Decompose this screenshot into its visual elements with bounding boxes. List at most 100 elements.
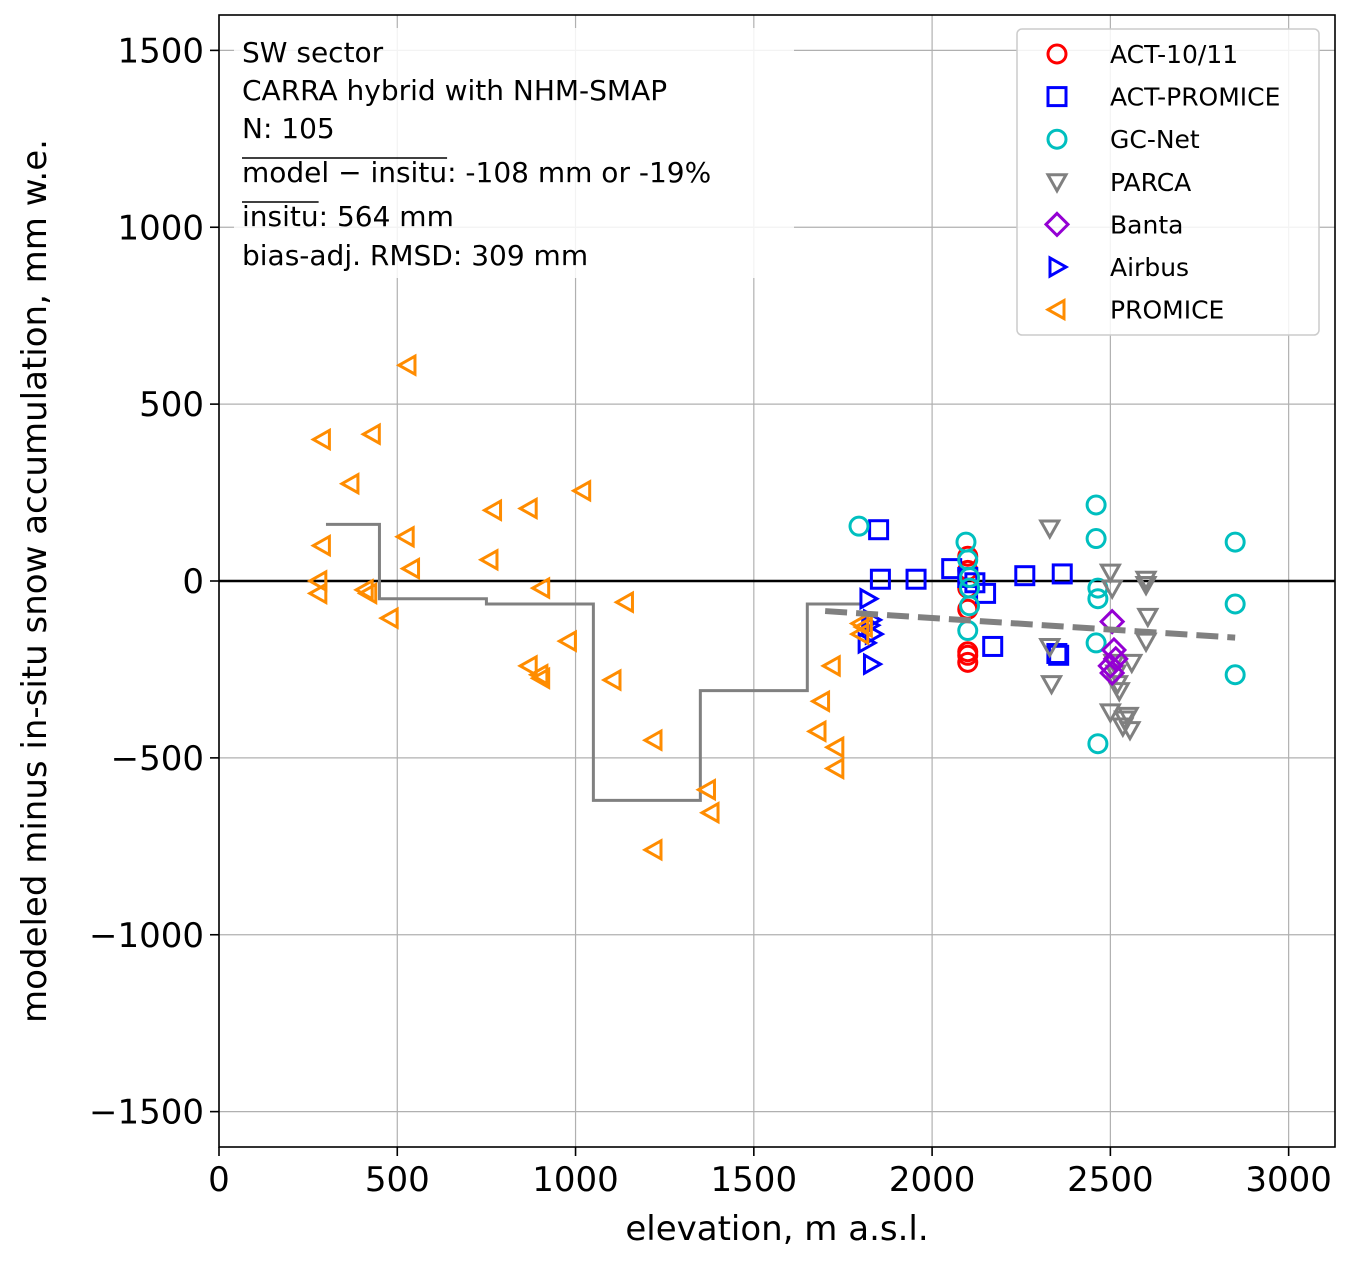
stats-n: N: 105 — [242, 112, 335, 145]
trend-line-dashed — [824, 608, 1236, 641]
data-point-gc-net — [1224, 593, 1246, 615]
data-point-gc-net — [1085, 494, 1107, 516]
x-tick-label: 3000 — [1245, 1160, 1332, 1200]
legend-marker-act-10-11 — [1046, 43, 1068, 65]
series-gc-net — [848, 494, 1246, 755]
data-point-promice — [809, 689, 831, 713]
data-point-promice — [695, 778, 716, 802]
data-point-parca — [1039, 675, 1064, 696]
series-promice — [306, 353, 873, 862]
data-point-promice — [378, 606, 399, 630]
data-point-promice — [852, 615, 873, 639]
data-point-act-promice — [1014, 565, 1036, 587]
data-point-gc-net — [1085, 528, 1107, 550]
data-point-promice — [394, 525, 415, 549]
y-tick-label: 1500 — [117, 31, 204, 71]
data-point-promice — [823, 756, 845, 781]
y-tick-label: 500 — [139, 385, 204, 425]
y-tick-label: −500 — [111, 739, 204, 779]
legend-marker-airbus — [1048, 255, 1070, 279]
data-point-promice — [481, 498, 503, 522]
data-point-promice — [310, 427, 331, 452]
y-tick-label: 0 — [182, 562, 204, 602]
data-point-banta — [1097, 652, 1124, 680]
x-tick-label: 500 — [365, 1160, 430, 1200]
data-point-promice — [529, 576, 551, 600]
legend-label-banta: Banta — [1110, 210, 1183, 239]
data-point-parca — [1100, 579, 1124, 601]
data-point-act-promice — [982, 635, 1004, 657]
binned-mean-line — [325, 522, 861, 802]
data-point-gc-net — [1224, 531, 1246, 553]
stats-mean-diff-label: model − insitu — [242, 156, 447, 189]
legend-label-act-promice: ACT-PROMICE — [1110, 83, 1280, 112]
data-point-act-promice — [869, 568, 891, 590]
binned-mean-step — [325, 522, 861, 802]
legend-box — [1016, 28, 1320, 336]
data-point-gc-net — [1087, 733, 1109, 755]
data-point-gc-net — [1085, 632, 1107, 654]
x-tick-label: 2000 — [889, 1160, 976, 1200]
data-point-banta — [1099, 659, 1126, 687]
stats-mean-insitu: insitu: 564 mm — [242, 200, 454, 233]
data-point-parca — [1116, 706, 1140, 728]
x-tick-label: 0 — [208, 1160, 230, 1200]
data-point-promice — [306, 581, 328, 605]
data-point-act-promice — [868, 519, 890, 541]
legend-marker-banta — [1043, 211, 1071, 238]
data-point-promice — [517, 496, 538, 521]
trend-line — [824, 608, 1236, 641]
legend-label-airbus: Airbus — [1110, 253, 1189, 282]
data-point-act-10-11 — [957, 651, 979, 673]
series-banta — [1097, 608, 1129, 687]
stats-mean-diff: model − insitu: -108 mm or -19% — [242, 156, 711, 189]
data-point-parca — [1107, 682, 1131, 703]
data-point-act-promice — [1051, 563, 1073, 585]
data-point-promice — [360, 422, 381, 446]
data-point-promice — [641, 838, 663, 862]
data-point-promice — [641, 728, 663, 752]
data-point-promice — [517, 654, 538, 678]
data-point-parca — [1111, 717, 1135, 739]
x-tick-label: 2500 — [1067, 1160, 1154, 1200]
y-tick-label: −1500 — [89, 1093, 204, 1133]
data-point-parca — [1098, 563, 1122, 585]
axis-ticks: 0 500 1000 1500 2000 2500 3000 −1500 −1000 −500 0 5… — [89, 31, 1332, 1200]
data-point-promice — [698, 801, 720, 825]
legend-marker-promice — [1044, 298, 1066, 322]
data-point-promice — [310, 534, 331, 558]
stats-model: CARRA hybrid with NHM-SMAP — [242, 74, 667, 107]
data-point-promice — [395, 353, 417, 377]
legend: ACT-10/11 ACT-PROMICE GC-Net PARCA Banta Airb… — [1016, 28, 1320, 336]
legend-label-act-10-11: ACT-10/11 — [1110, 40, 1238, 69]
stats-mean-insitu-label: insitu — [242, 200, 319, 233]
stats-overbars — [242, 157, 448, 203]
stats-sector: SW sector — [242, 36, 384, 69]
data-point-promice — [823, 735, 845, 759]
data-point-act-promice — [905, 568, 927, 590]
y-axis-title: modeled minus in-situ snow accumulation,… — [15, 139, 55, 1023]
data-point-banta — [1099, 608, 1126, 635]
x-tick-label: 1000 — [532, 1160, 619, 1200]
data-point-act-10-11 — [957, 644, 979, 666]
data-points — [306, 353, 1246, 862]
data-point-parca — [1038, 637, 1062, 659]
stats-rmsd: bias-adj. RMSD: 309 mm — [242, 239, 588, 272]
legend-label-promice: PROMICE — [1110, 296, 1224, 325]
data-point-act-promice — [964, 572, 986, 594]
legend-label-gc-net: GC-Net — [1110, 125, 1200, 154]
data-point-parca — [1118, 721, 1142, 742]
data-point-parca — [1134, 570, 1158, 592]
stats-background — [234, 28, 794, 278]
data-point-gc-net — [1224, 664, 1246, 686]
data-point-promice — [805, 719, 827, 743]
data-point-promice — [527, 663, 549, 687]
data-point-promice — [556, 629, 577, 653]
data-point-parca — [1038, 519, 1062, 540]
legend-marker-act-promice — [1046, 86, 1068, 108]
y-tick-label: −1000 — [89, 916, 204, 956]
data-point-promice — [820, 654, 841, 678]
legend-marker-parca — [1045, 173, 1069, 194]
stats-annotation: SW sector CARRA hybrid with NHM-SMAP N: … — [234, 28, 794, 278]
